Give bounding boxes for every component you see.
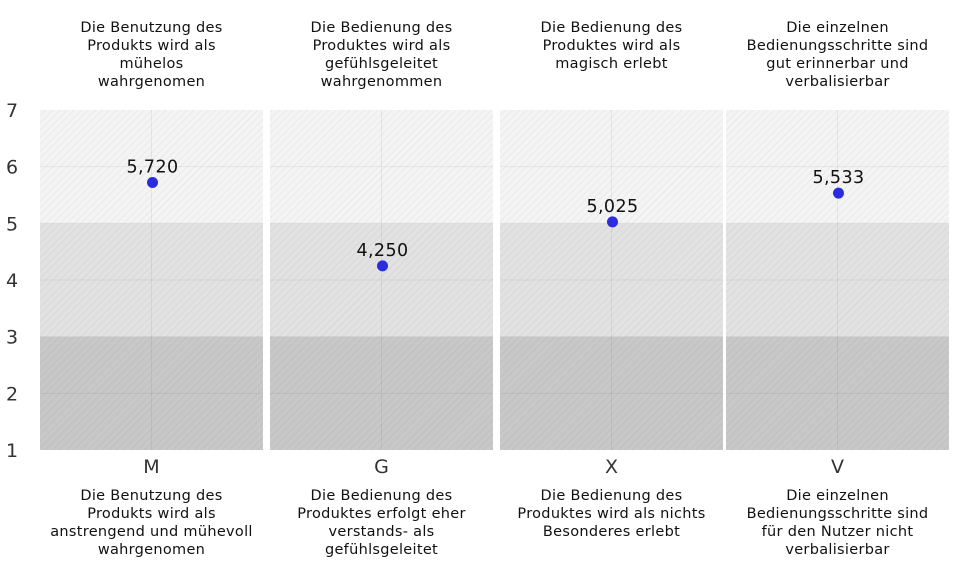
band-hatch-1-panel-1 [270,223,493,337]
x-category-label: V [831,456,844,478]
y-tick-label: 2 [6,383,18,405]
x-category-label: X [605,456,618,478]
y-tick-label: 6 [6,157,18,179]
bottom-caption: Die Bedienung des Produktes erfolgt eher… [297,488,466,558]
y-tick-label: 1 [6,440,18,462]
data-label: 5,025 [586,197,638,217]
top-caption: Die Bedienung des Produktes wird als gef… [310,20,453,90]
band-hatch-1-panel-0 [40,223,263,337]
data-label: 5,533 [812,168,864,188]
band-hatch-0-panel-3 [726,336,949,450]
bottom-caption: Die Bedienung des Produktes wird als nic… [517,488,706,540]
band-hatch-2-panel-0 [40,110,263,224]
band-hatch-0-panel-2 [500,336,723,450]
band-hatch-1-panel-3 [726,223,949,337]
data-point [607,216,618,228]
band-hatch-1-panel-2 [500,223,723,337]
data-point [147,177,158,189]
y-tick-label: 7 [6,100,18,122]
top-caption: Die einzelnen Bedienungsschritte sind gu… [746,20,929,90]
band-hatch-2-panel-2 [500,110,723,224]
y-tick-label: 5 [6,213,18,235]
x-category-label: G [374,456,389,478]
data-point [377,260,388,272]
top-caption: Die Bedienung des Produktes wird als mag… [540,20,683,72]
bottom-caption: Die einzelnen Bedienungsschritte sind fü… [746,488,929,558]
y-tick-label: 4 [6,270,18,292]
top-caption: Die Benutzung des Produkts wird als mühe… [80,20,223,90]
band-hatch-0-panel-0 [40,336,263,450]
data-label: 5,720 [126,158,178,178]
bottom-caption: Die Benutzung des Produkts wird als anst… [50,488,253,558]
band-hatch-2-panel-3 [726,110,949,224]
data-label: 4,250 [356,241,408,261]
data-point [833,187,844,199]
y-tick-label: 3 [6,327,18,349]
x-category-label: M [143,456,159,478]
band-hatch-0-panel-1 [270,336,493,450]
band-hatch-2-panel-1 [270,110,493,224]
